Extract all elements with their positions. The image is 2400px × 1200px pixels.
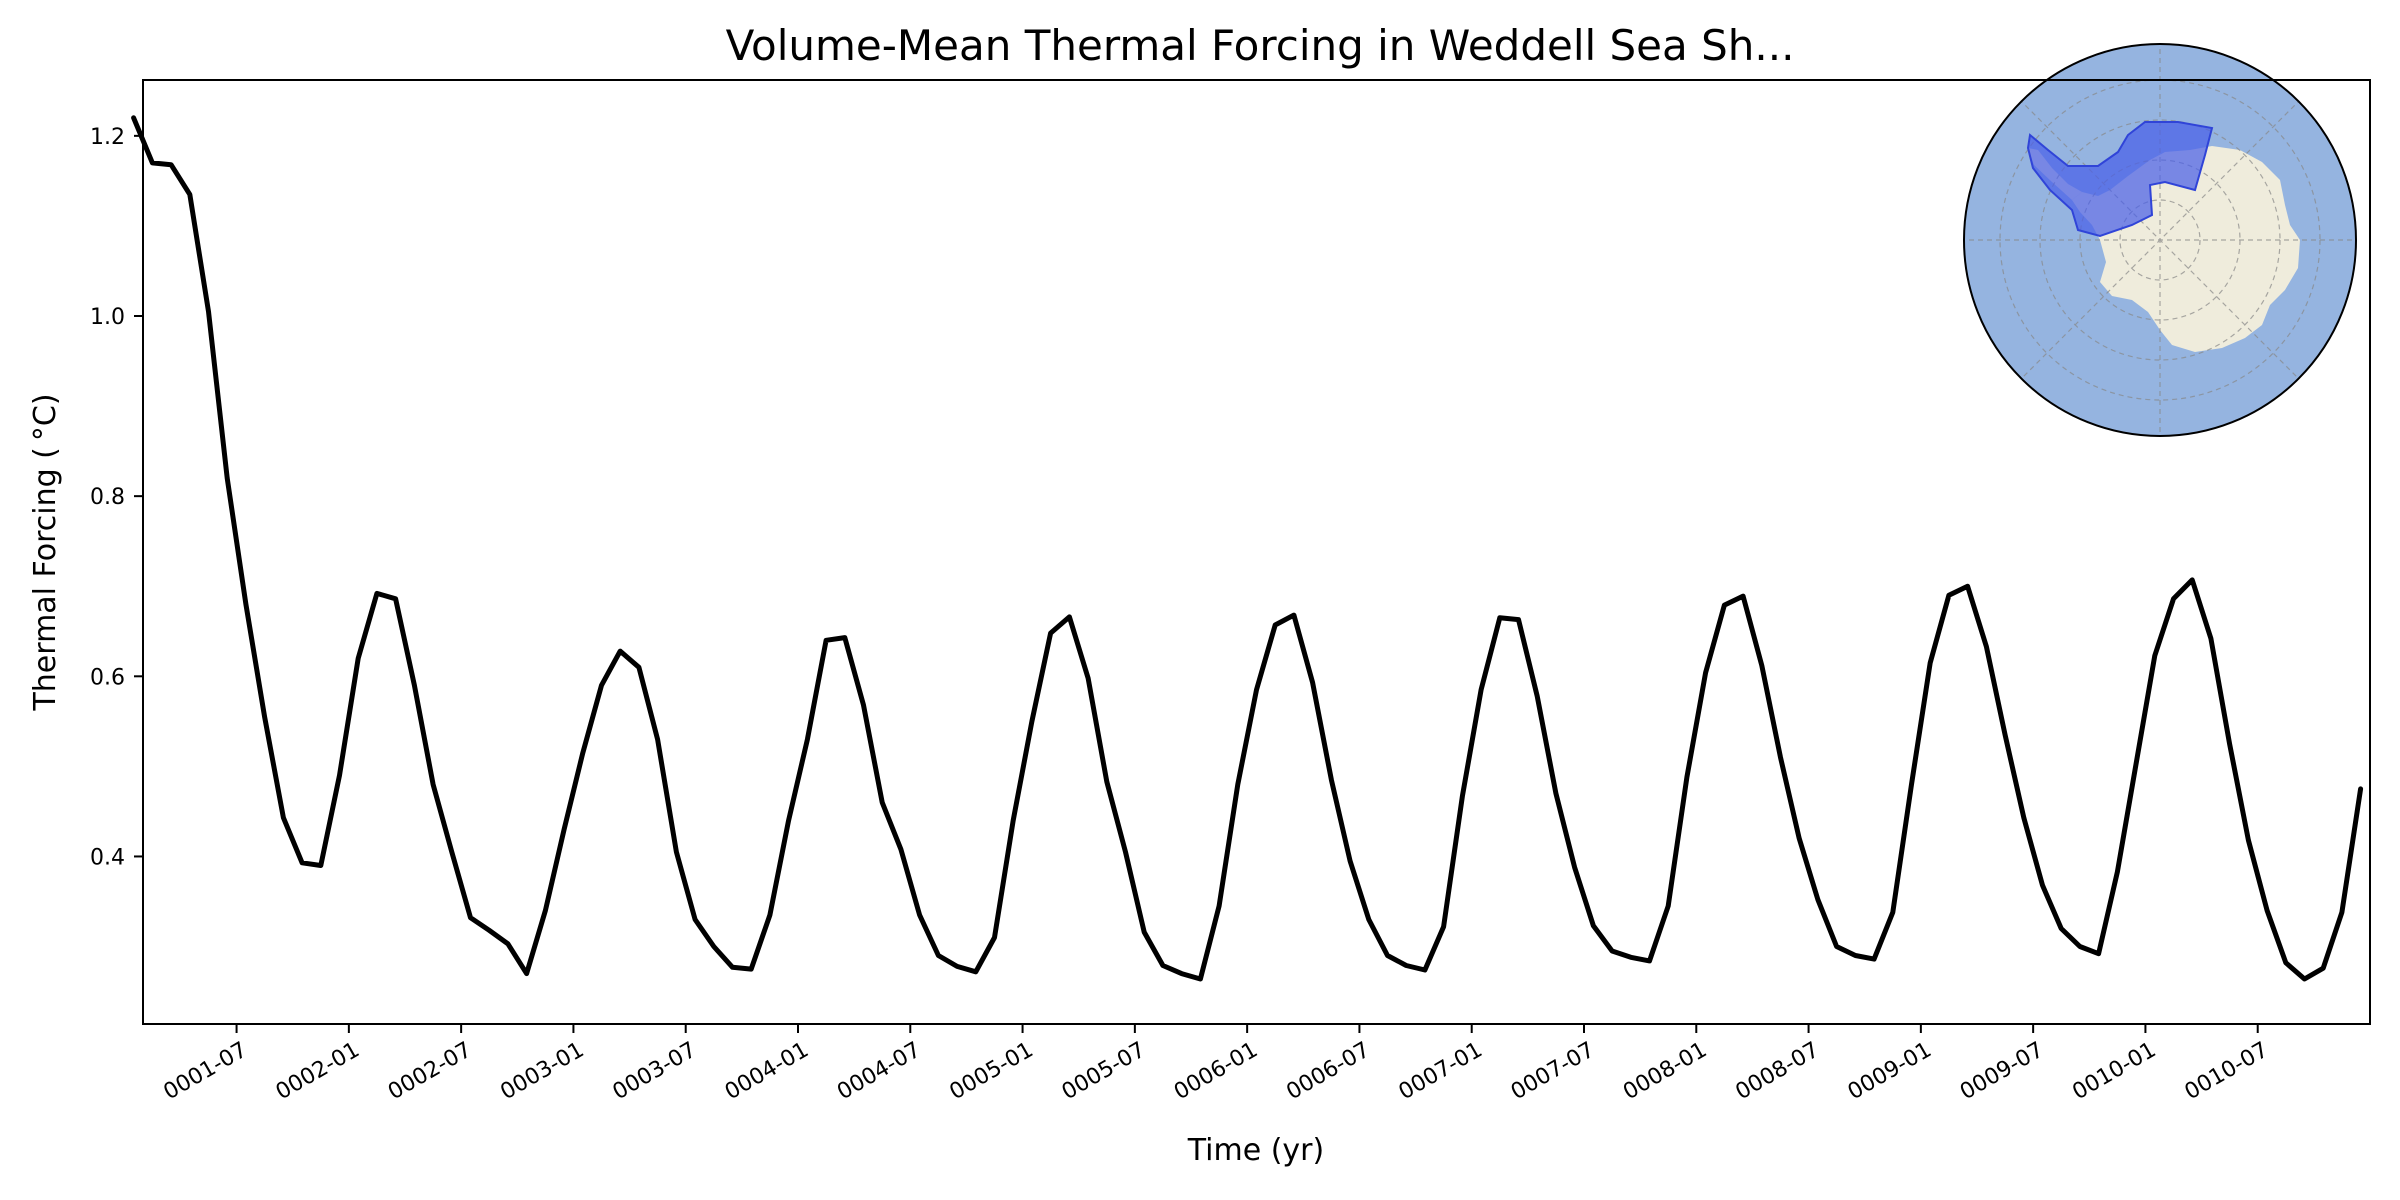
map-boundary <box>1963 43 2357 437</box>
y-tick-label: 0.6 <box>90 665 125 690</box>
series-line-thermal-forcing <box>131 115 2364 982</box>
y-tick-label: 0.4 <box>90 845 125 870</box>
y-tick-label: 0.8 <box>90 485 125 510</box>
chart-title: Volume-Mean Thermal Forcing in Weddell S… <box>726 21 1795 70</box>
map-gridlines <box>1964 44 2356 436</box>
map-weddell-sea-region <box>2026 121 2214 238</box>
y-axis-label: Thermal Forcing ( °C) <box>28 393 63 711</box>
x-axis-label: Time (yr) <box>1187 1133 1324 1168</box>
y-tick-label: 1.2 <box>90 125 125 150</box>
plot-frame <box>142 79 2371 1025</box>
y-tick-label: 1.0 <box>90 305 125 330</box>
inset-antarctica-map <box>1963 43 2357 437</box>
